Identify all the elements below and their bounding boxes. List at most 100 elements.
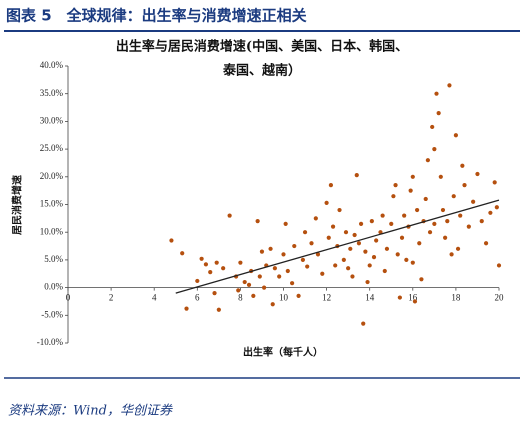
y-tick-label: 15.0% [40, 199, 64, 209]
data-point [412, 299, 418, 304]
data-point [397, 295, 402, 300]
y-tick-label: 30.0% [40, 115, 64, 125]
chart-title: 出生率与居民消费增速(中国、美国、日本、韩国、 [116, 39, 408, 55]
data-point [302, 230, 308, 235]
y-axis-label: 居民消费增速 [11, 175, 24, 235]
y-tick-label: 0.0% [44, 282, 63, 292]
data-point [371, 255, 377, 260]
data-point [415, 207, 420, 213]
data-point [208, 269, 213, 275]
y-tick-label: 40.0% [40, 60, 64, 70]
x-tick-label: 2 [109, 293, 114, 303]
data-point [169, 238, 174, 243]
data-point [281, 252, 286, 257]
data-point [328, 183, 334, 188]
data-point [451, 194, 456, 199]
data-point [341, 257, 346, 262]
y-tick-label: 10.0% [40, 226, 64, 236]
data-point [283, 221, 288, 226]
data-point [180, 251, 185, 256]
data-point [361, 321, 366, 326]
data-point [346, 266, 351, 271]
data-point [410, 174, 415, 179]
data-point [425, 158, 430, 163]
data-point [453, 133, 458, 138]
x-tick-label: 10 [279, 293, 289, 303]
data-point [382, 268, 387, 274]
data-point [436, 110, 441, 116]
data-point [488, 210, 493, 215]
data-point [350, 274, 355, 279]
data-point [296, 293, 301, 299]
y-tick-label: -5.0% [41, 309, 63, 319]
x-tick-label: 20 [495, 293, 505, 303]
data-point [419, 277, 424, 282]
data-point [255, 219, 260, 224]
data-point [343, 230, 349, 235]
data-point [427, 230, 433, 235]
y-tick-label: 20.0% [40, 171, 64, 181]
data-point [479, 219, 484, 224]
data-point [455, 246, 461, 251]
x-tick-label: 16 [408, 293, 418, 303]
data-point [389, 221, 394, 226]
data-point [242, 279, 247, 285]
data-point [285, 268, 290, 274]
data-point [195, 278, 200, 284]
data-point [333, 263, 338, 268]
data-point [393, 183, 398, 188]
data-point [292, 243, 297, 249]
data-point [324, 200, 329, 205]
data-point [492, 180, 497, 185]
data-point [374, 238, 379, 243]
data-point [270, 302, 275, 307]
data-point [432, 147, 437, 152]
data-point [399, 235, 405, 240]
data-point [430, 124, 435, 130]
data-point [367, 263, 372, 268]
data-point [404, 257, 409, 262]
data-point [380, 213, 385, 218]
data-point [203, 262, 209, 267]
x-tick-label: 4 [152, 293, 157, 303]
data-point [352, 232, 357, 238]
data-point [259, 249, 265, 254]
data-point [462, 183, 467, 188]
data-point [363, 249, 368, 254]
data-point [246, 282, 252, 287]
x-tick-label: 12 [322, 293, 331, 303]
data-point [356, 241, 362, 246]
data-point [460, 163, 465, 168]
data-point [365, 279, 370, 285]
x-tick-label: 6 [195, 293, 200, 303]
data-point [262, 285, 267, 290]
data-point [305, 264, 310, 269]
trend-line [175, 199, 500, 294]
x-tick-label: 18 [451, 293, 461, 303]
y-tick-label: -10.0% [37, 337, 64, 347]
data-point [434, 91, 439, 96]
data-point [496, 263, 502, 268]
data-point [330, 224, 336, 229]
y-tick-label: 5.0% [44, 254, 63, 264]
data-point [326, 235, 331, 240]
data-point [438, 174, 443, 179]
source-note: 资料来源：Wind，华创证券 [8, 404, 173, 419]
data-point [251, 293, 256, 299]
figure-header: 图表 5 全球规律：出生率与消费增速正相关 [6, 7, 307, 25]
data-point [184, 306, 189, 311]
data-point [272, 266, 277, 271]
data-point [268, 246, 273, 251]
data-point [212, 291, 217, 296]
data-point [471, 199, 476, 204]
data-point [216, 307, 221, 312]
data-point [221, 266, 226, 271]
chart-title: 泰国、越南） [222, 63, 301, 79]
data-point [309, 241, 314, 246]
data-point [432, 221, 437, 226]
data-point [466, 224, 471, 229]
x-tick-label: 8 [238, 293, 243, 303]
y-tick-label: 35.0% [40, 88, 64, 98]
data-point [391, 194, 396, 199]
